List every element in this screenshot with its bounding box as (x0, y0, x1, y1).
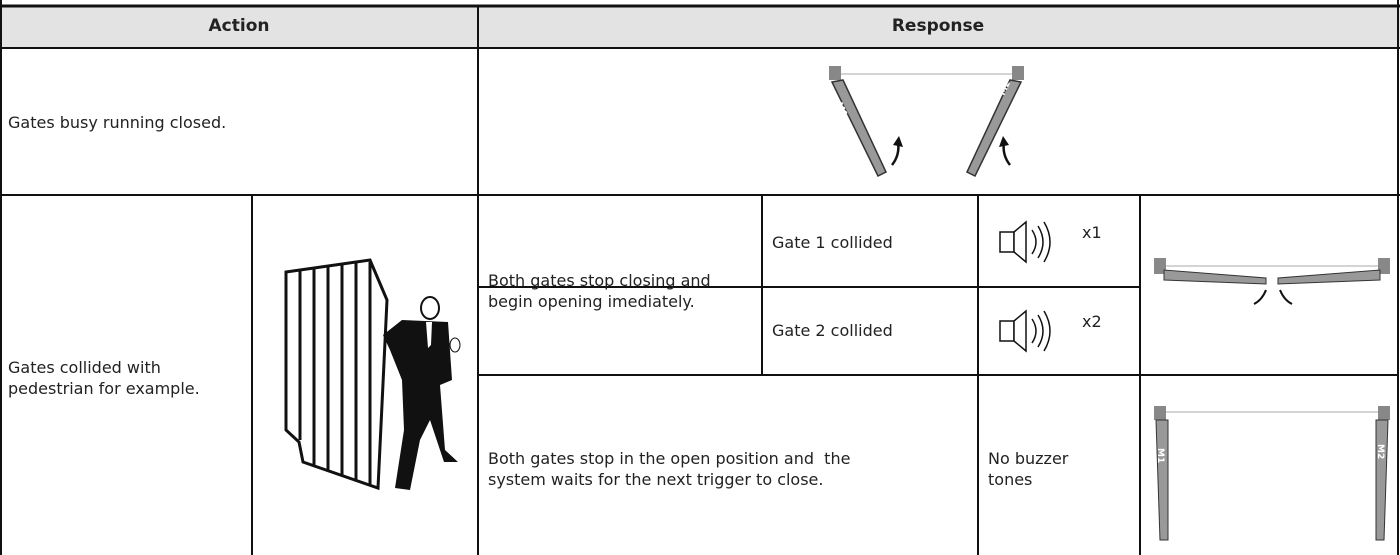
gate-label: M1 (1168, 283, 1183, 293)
gates-closing-diagram: M1 M2 (829, 66, 1024, 178)
post (1378, 406, 1390, 420)
response-text: Both gates stop closing and begin openin… (488, 271, 716, 311)
speaker-icon (999, 309, 1051, 353)
case-label: Gate 2 collided (772, 321, 893, 340)
gate-arm (1163, 269, 1267, 285)
pedestrian-illustration (284, 258, 461, 491)
speaker-box (999, 320, 1015, 342)
arrow-head (999, 136, 1009, 147)
response-text: Both gates stop in the open position and… (488, 449, 856, 489)
post (1012, 66, 1024, 80)
gate-arm (1375, 419, 1389, 541)
gate-arm (1277, 269, 1381, 285)
body (383, 320, 458, 490)
gate-bars (298, 262, 372, 485)
gate-arm (1155, 419, 1169, 541)
gate-label: M2 (1360, 283, 1375, 293)
post (1154, 406, 1166, 420)
tone-text: No buzzer tones (988, 449, 1074, 489)
post (1378, 258, 1390, 274)
header-response: Response (891, 16, 985, 36)
sound-waves (1031, 310, 1051, 352)
arrow (1279, 289, 1293, 305)
header-action: Action (208, 16, 270, 36)
action-text: Gates busy running closed. (8, 113, 227, 132)
shirt (426, 322, 432, 348)
post (1154, 258, 1166, 274)
gate-arm (966, 79, 1023, 178)
speaker-box (999, 231, 1015, 253)
sound-waves (1031, 221, 1051, 263)
speaker-cone (1013, 309, 1027, 353)
gates-open-diagram: M1 M2 (1154, 406, 1390, 541)
hand (449, 337, 461, 353)
action-text: Gates collided with pedestrian for examp… (8, 358, 200, 398)
tone-count: x2 (1082, 312, 1102, 331)
gate-label: M1 (1155, 448, 1165, 463)
arrow-head (893, 136, 903, 147)
head (420, 296, 440, 320)
speaker-cone (1013, 220, 1027, 264)
gate-arm (830, 79, 887, 178)
arrow (1253, 289, 1267, 305)
tone-count: x1 (1082, 223, 1102, 242)
header-bg (0, 6, 1400, 48)
gate-label: M2 (1375, 444, 1385, 459)
post (829, 66, 841, 80)
speaker-icon (999, 220, 1051, 264)
case-label: Gate 1 collided (772, 233, 893, 252)
gates-opening-diagram: M1 M2 (1154, 258, 1390, 305)
